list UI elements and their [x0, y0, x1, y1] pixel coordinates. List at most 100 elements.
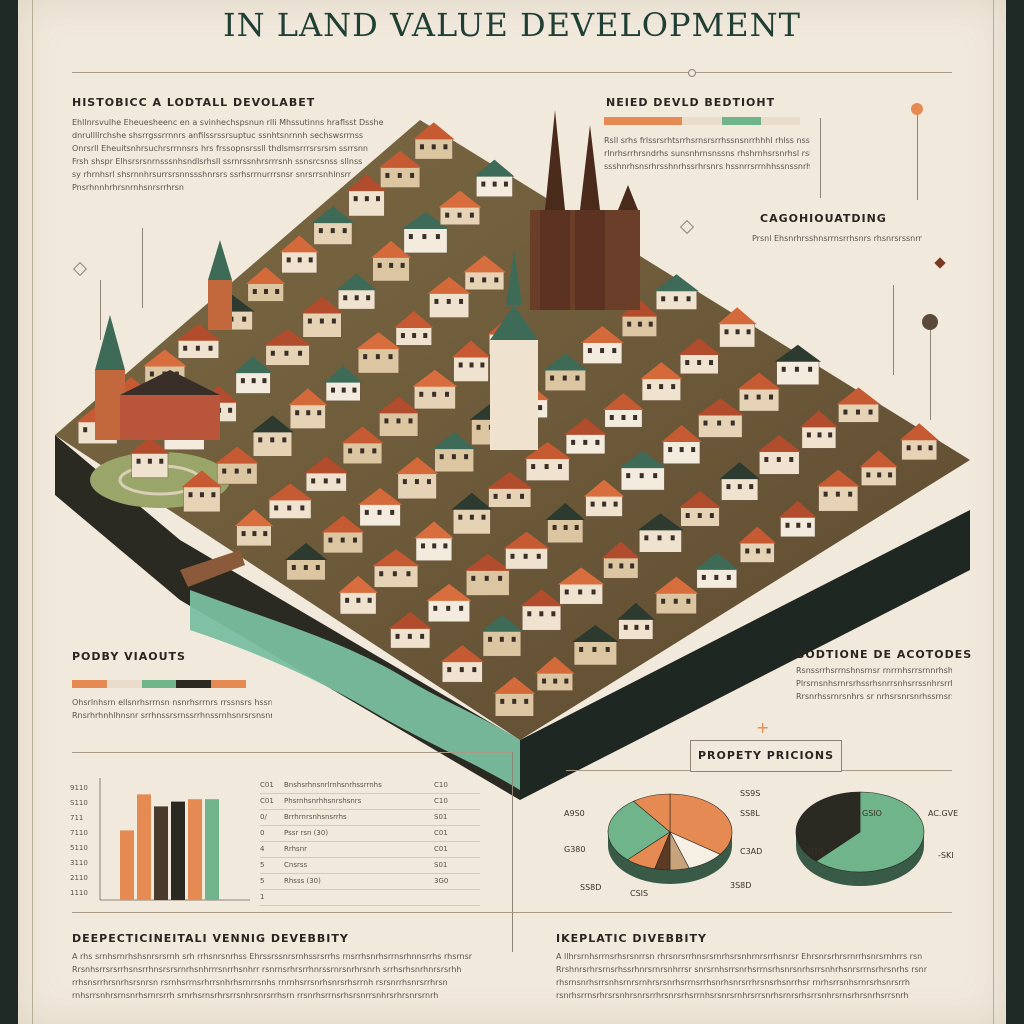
house: [619, 451, 667, 491]
house: [233, 356, 273, 394]
table-row: 5 Rhsss (30) 3G0: [260, 874, 480, 890]
table-cell: 0/: [260, 813, 267, 821]
house: [738, 526, 777, 563]
city-illustration: [55, 110, 970, 800]
section-rule: [72, 912, 952, 913]
marker-line: [100, 280, 101, 340]
text-line: dnrullllrchshe shsrrgssrrnnrs anfilssrss…: [72, 131, 364, 140]
house: [481, 614, 523, 657]
house: [412, 122, 455, 160]
pie-label: PROPETY PRICIONS: [697, 749, 835, 762]
table-cell: C10: [434, 781, 448, 789]
house: [370, 240, 412, 282]
house: [129, 436, 170, 479]
pie-label: 3S8D: [730, 881, 751, 890]
table-row: 4 Rrhsnr C01: [260, 842, 480, 858]
house: [263, 328, 312, 366]
swatch-cream: [106, 680, 142, 688]
table-row: 0/Brrhrnrsnhsnsrrhs S01: [260, 810, 480, 826]
house: [395, 457, 439, 500]
text-line: A rhs srnhsrnrhshsnrsrsrnh srh rrhsnrsnr…: [72, 952, 472, 961]
swatch-orange: [211, 680, 246, 688]
house: [357, 487, 403, 527]
bar-chart: 9110 S110 711 7110 5110 3110 2110 1110: [70, 778, 250, 901]
table-cell: Phsrnhsnrhhsnrshsnrs: [284, 797, 362, 805]
table-cell: Bnshsrhnsnrlrnhsnrhssrrnhs: [284, 781, 382, 789]
text-line: rhsrnsnrhsrrsnhsrnrsrnhrsrsnrhsrrnsrrhsn…: [556, 978, 910, 987]
house: [899, 423, 939, 461]
house: [557, 567, 605, 605]
house: [774, 344, 821, 385]
house: [737, 372, 781, 412]
table-row: 5 Cnsrss S01: [260, 858, 480, 874]
marker-line: [893, 285, 894, 375]
pie-slice: [815, 791, 925, 873]
swatch-dark: [176, 680, 212, 688]
table-cell: 3G0: [434, 877, 449, 885]
text-line: Rrsnrhssrnrsnhrs sr nrhsrsnrsnrhssrnsrsn…: [796, 692, 952, 701]
house: [524, 442, 572, 481]
house: [799, 410, 838, 449]
house: [321, 515, 365, 554]
house: [412, 369, 458, 410]
text-line: Pnsrhnnhrhrsnrnhsnrsrrhrsn: [72, 183, 184, 192]
table-cell: 4: [260, 845, 265, 853]
text-line: ssshnrhsnsrhrsshnrhssrhrsnrs hssnrrsrrnh…: [604, 162, 810, 171]
y-tick-label: 711: [70, 814, 83, 822]
house: [859, 450, 899, 486]
house: [462, 255, 506, 291]
cathedral: [530, 110, 640, 310]
house: [393, 311, 434, 346]
section-rule: [72, 752, 512, 753]
text-line: rrhsnsrrhrsnrhsrsnrsn rsrnhsrrnsrhrrsnhr…: [72, 978, 448, 987]
house: [719, 462, 760, 501]
text-line: Rnsrhrhnhlhnsnr srrhnssrsrnssrrhnssrnhsn…: [72, 711, 272, 720]
house: [503, 531, 550, 570]
marker-line: [820, 118, 821, 198]
house: [520, 589, 563, 631]
bar: [137, 794, 151, 900]
house: [451, 340, 491, 382]
section-text-bottom-right: A llhrsrnhsrrnsrhsrsnrrsn rhrsnrsrrhnsrs…: [556, 950, 952, 1020]
pie-chart-1: A9S0 G380 SS9S SS8L C3AD 3S8D SS8D CSIS: [564, 789, 762, 898]
section-text-bottom-left: A rhs srnhsrnrhshsnrsrsrnh srh rrhsnrsnr…: [72, 950, 472, 1020]
rule-marker-icon: [688, 69, 696, 77]
house: [464, 553, 512, 596]
house: [451, 492, 493, 535]
text-line: rnhsrrsnhrsrnsnrhsrnrsrrh srnrhsrnsrhrsr…: [72, 991, 439, 1000]
pie-slice: [607, 800, 671, 861]
section-heading-bottom-left: DEEPECTICINEITALI VENNIG DEVEBBITY: [72, 932, 349, 945]
title-rule: [72, 72, 952, 73]
house: [717, 307, 757, 348]
legend-swatch-bar-top: [604, 117, 801, 125]
house: [438, 190, 482, 226]
pie-label-box: PROPETY PRICIONS: [690, 740, 842, 772]
section-text-property: Ohsrlnhsrn ellsnrhsrrnsn nsnrhsrrnrs rrs…: [72, 696, 272, 726]
house: [341, 426, 384, 464]
plus-marker-icon: +: [756, 718, 770, 737]
table-row: C01 Bnshsrhnsnrlrnhsnrhssrrnhs C10: [260, 778, 480, 794]
text-line: Rrshnrsrhrsrnsrhssrhnrsrnrsnhrrsr snrsrn…: [556, 965, 928, 974]
house: [181, 470, 223, 513]
swatch-cream: [682, 117, 722, 125]
text-line: Rsnssrrhsrrnshnsrnsr rnrrnhsrrsrnnrhshsr…: [796, 666, 952, 675]
house: [696, 398, 745, 438]
table-cell: C01: [260, 797, 274, 805]
pie-label: GSIO: [862, 809, 882, 818]
pie-slice: [632, 793, 671, 833]
text-line: Onrsrll Eheuitsnhrsuchrsrrnnsrs hrs frss…: [72, 144, 369, 153]
y-tick-label: 9110: [70, 784, 88, 792]
pie-label: SS9S: [740, 789, 760, 798]
house: [637, 513, 684, 553]
pie-label: SS8L: [740, 809, 760, 818]
text-line: Ohsrlnhsrn ellsnrhsrrnsn nsnrhsrrnrs rrs…: [72, 698, 272, 707]
house: [346, 174, 387, 217]
table-cell: Brrhrnrsnhsnsrrhs: [284, 813, 347, 821]
house: [778, 500, 818, 538]
y-tick-label: S110: [70, 799, 88, 807]
house: [640, 362, 683, 401]
y-tick-label: 7110: [70, 829, 88, 837]
table-row: 0 Pssr rsn (30) C01: [260, 826, 480, 842]
house: [535, 656, 575, 691]
y-tick-label: 3110: [70, 859, 88, 867]
